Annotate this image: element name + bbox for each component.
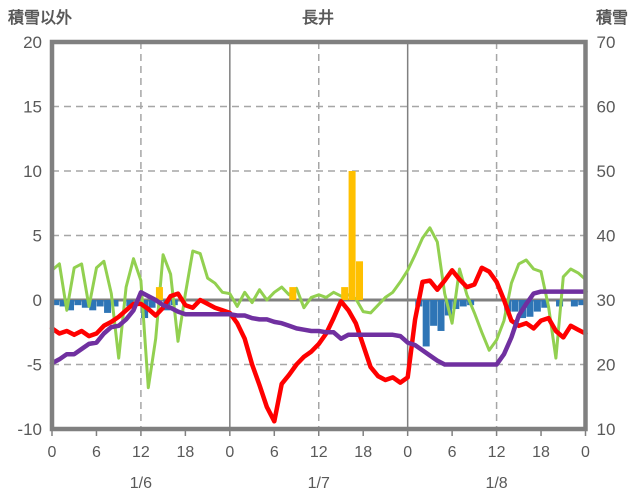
red-line xyxy=(49,265,588,424)
orange-bar xyxy=(289,287,297,300)
orange-bar xyxy=(341,287,349,300)
blue-bar xyxy=(111,300,119,307)
y-left-tick-label: 20 xyxy=(23,33,42,52)
blue-bar xyxy=(578,300,586,306)
y-left-tick-label: -5 xyxy=(27,356,42,375)
blue-bar xyxy=(74,300,82,306)
plot-border xyxy=(49,39,588,432)
y-right-tick-label: 50 xyxy=(597,162,616,181)
y-right-tick-label: 30 xyxy=(597,291,616,310)
blue-bar xyxy=(422,300,430,347)
x-tick-label: 0 xyxy=(48,444,57,461)
x-tick-label: 0 xyxy=(225,444,234,461)
y-right-tick-label: 60 xyxy=(597,98,616,117)
blue-bar xyxy=(526,300,534,317)
blue-bar xyxy=(126,300,134,307)
x-tick-label: 18 xyxy=(532,444,550,461)
right-axis-title: 積雪 xyxy=(595,10,628,27)
x-tick-label: 6 xyxy=(92,444,101,461)
chart-title: 長井 xyxy=(301,10,334,27)
x-tick-label: 12 xyxy=(310,444,328,461)
y-right-tick-label: 40 xyxy=(597,227,616,246)
x-tick-label: 18 xyxy=(176,444,194,461)
orange-bar xyxy=(355,261,364,300)
blue-bar xyxy=(59,300,67,307)
x-tick-label: 0 xyxy=(581,444,590,461)
blue-bar xyxy=(533,300,541,312)
y-right-tick-label: 20 xyxy=(597,356,616,375)
y-right-tick-label: 10 xyxy=(597,420,616,439)
orange-bar xyxy=(155,287,163,300)
y-left-tick-label: 5 xyxy=(33,227,42,246)
x-tick-label: 6 xyxy=(270,444,279,461)
blue-bar xyxy=(430,300,438,326)
x-tick-label: 6 xyxy=(448,444,457,461)
day-label: 1/7 xyxy=(308,475,330,492)
green-line xyxy=(50,226,587,390)
blue-bar xyxy=(570,300,578,307)
purple-line xyxy=(49,289,588,367)
left-axis-title: 積雪以外 xyxy=(8,10,73,27)
x-tick-label: 12 xyxy=(132,444,150,461)
day-label: 1/8 xyxy=(485,475,507,492)
blue-bar xyxy=(148,300,156,308)
blue-bar xyxy=(96,300,104,307)
x-tick-label: 18 xyxy=(354,444,372,461)
y-left-tick-label: 15 xyxy=(23,98,42,117)
blue-bar xyxy=(437,300,445,331)
blue-bar xyxy=(67,300,75,311)
blue-bar xyxy=(89,300,97,311)
y-left-tick-label: -10 xyxy=(17,420,42,439)
blue-bar xyxy=(81,300,89,308)
day-label: 1/6 xyxy=(130,475,152,492)
blue-bar xyxy=(104,300,112,313)
blue-bar xyxy=(541,300,549,308)
blue-bar xyxy=(459,300,467,307)
orange-bar xyxy=(348,171,356,300)
blue-bar xyxy=(511,300,519,312)
x-tick-label: 12 xyxy=(488,444,506,461)
y-right-tick-label: 70 xyxy=(597,33,616,52)
x-tick-label: 0 xyxy=(403,444,412,461)
blue-bar xyxy=(52,300,60,306)
y-left-tick-label: 10 xyxy=(23,162,42,181)
y-left-tick-label: 0 xyxy=(33,291,42,310)
